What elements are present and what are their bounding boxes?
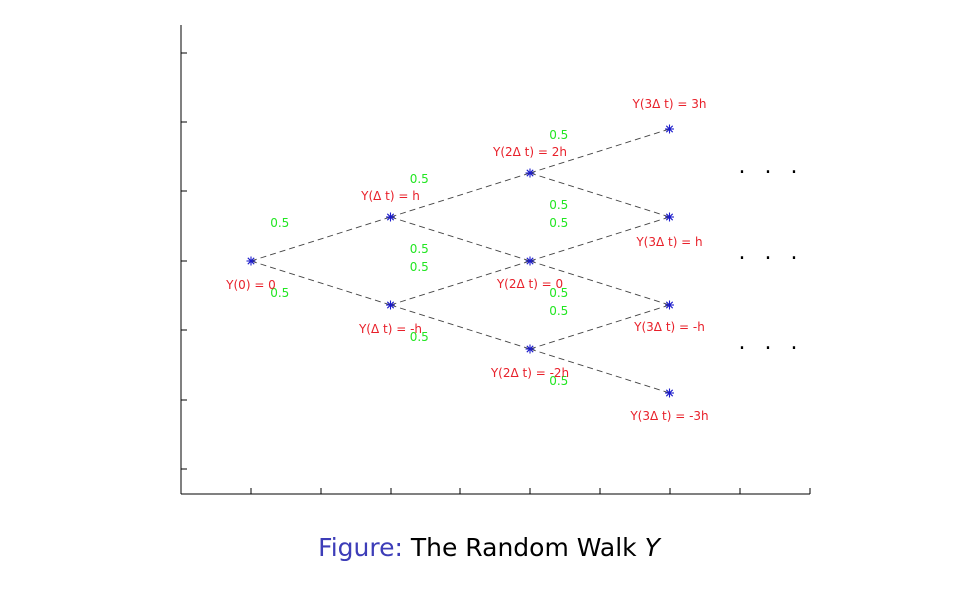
- node-label-n1u: Y(Δ t) = h: [360, 189, 420, 203]
- edge-n2m-n3c: [529, 260, 670, 306]
- node-marker-n3d: [665, 388, 674, 398]
- node-marker-n2d: [525, 344, 535, 354]
- prob-label-n2d-n3c: 0.5: [549, 304, 568, 318]
- axes-frame: [180, 25, 811, 495]
- prob-label-n1d-n2m: 0.5: [410, 260, 429, 274]
- prob-label-n1d-n2d: 0.5: [410, 330, 429, 344]
- prob-label-n2u-n3b: 0.5: [549, 198, 568, 212]
- continuation-dots-level-2: . . .: [739, 154, 804, 179]
- node-label-n0: Y(0) = 0: [225, 278, 276, 292]
- node-label-n2u: Y(2Δ t) = 2h: [492, 145, 567, 159]
- node-marker-n3c: [665, 300, 674, 310]
- node-label-n2m: Y(2Δ t) = 0: [496, 277, 563, 291]
- edge-n1d-n2d: [390, 304, 531, 350]
- edge-n2u-n3a: [529, 128, 670, 174]
- edge-n1u-n2u: [390, 172, 531, 218]
- edge-n0-n1u: [250, 216, 391, 262]
- random-walk-diagram: 0.5 0.5 0.5 0.5 0.5 0.5 0.5 0.5 0.5 0.5 0.5 0.5 Y(0…: [180, 25, 811, 495]
- node-label-n3d: Y(3Δ t) = -3h: [629, 409, 708, 423]
- node-marker-n0: [246, 256, 256, 266]
- prob-label-n2m-n3c: 0.5: [549, 286, 568, 300]
- edge-n0-n1d: [250, 260, 391, 306]
- caption-text: The Random Walk: [410, 533, 637, 562]
- caption-prefix: Figure:: [318, 533, 403, 562]
- continuation-dots-level-0: . . .: [739, 240, 804, 265]
- node-marker-n3a: [665, 124, 674, 134]
- prob-label-n0-n1u: 0.5: [270, 216, 289, 230]
- edge-n1u-n2m: [390, 216, 531, 262]
- prob-label-n2d-n3d: 0.5: [549, 374, 568, 388]
- caption-variable: Y: [644, 533, 660, 562]
- node-labels: Y(0) = 0 Y(Δ t) = h Y(Δ t) = -h Y(2Δ t) = 2…: [225, 97, 708, 423]
- edges-group: [250, 128, 670, 394]
- edge-n2u-n3b: [529, 172, 670, 218]
- node-marker-n2m: [525, 256, 535, 266]
- prob-label-n1u-n2m: 0.5: [410, 242, 429, 256]
- node-marker-n3b: [665, 212, 674, 222]
- node-label-n2d: Y(2Δ t) = -2h: [490, 366, 569, 380]
- node-label-n3b: Y(3Δ t) = h: [635, 235, 702, 249]
- prob-label-n0-n1d: 0.5: [270, 286, 289, 300]
- nodes-group: [246, 124, 674, 398]
- node-marker-n1u: [386, 212, 395, 222]
- continuation-dots-level--2: . . .: [739, 330, 804, 355]
- edge-n2m-n3b: [529, 216, 670, 262]
- figure-caption: Figure: The Random Walk Y: [0, 533, 978, 562]
- node-label-n1d: Y(Δ t) = -h: [358, 322, 422, 336]
- continuation-dots: . . . . . . . . .: [739, 154, 804, 355]
- node-marker-n2u: [525, 168, 535, 178]
- edge-n2d-n3d: [529, 348, 670, 394]
- prob-label-n1u-n2u: 0.5: [410, 172, 429, 186]
- node-label-n3c: Y(3Δ t) = -h: [633, 320, 705, 334]
- node-marker-n1d: [386, 300, 395, 310]
- edge-n1d-n2m: [390, 260, 531, 306]
- prob-label-n2u-n3a: 0.5: [549, 128, 568, 142]
- probability-labels: 0.5 0.5 0.5 0.5 0.5 0.5 0.5 0.5 0.5 0.5 0.5 0.5: [270, 128, 568, 388]
- node-label-n3a: Y(3Δ t) = 3h: [632, 97, 707, 111]
- prob-label-n2m-n3b: 0.5: [549, 216, 568, 230]
- edge-n2d-n3c: [529, 304, 670, 350]
